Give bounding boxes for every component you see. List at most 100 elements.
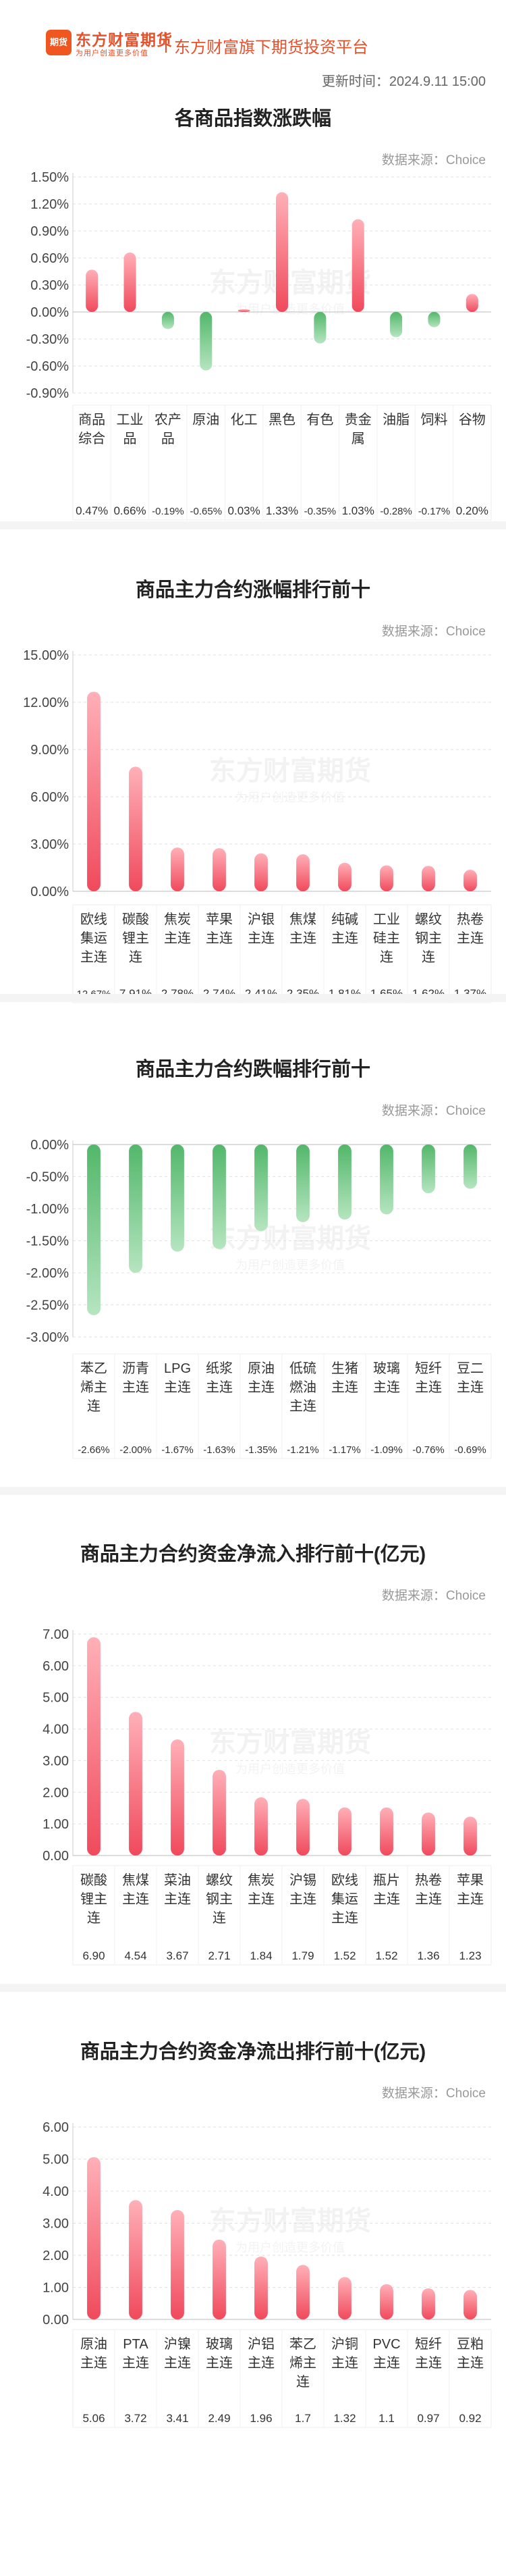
bar <box>422 1145 435 1194</box>
y-tick-label: -0.50% <box>26 1170 69 1185</box>
value-label: 4.54 <box>124 1949 146 1962</box>
value-label: 5.06 <box>82 2412 105 2425</box>
page-header: 期货 东方财富期货 为用户创造更多价值 东方财富旗下期货投资平台 更新时间：20… <box>0 0 506 89</box>
chart-card-5: 商品主力合约资金净流出排行前十(亿元) 数据来源：Choice 东方财富期货 为用户创… <box>0 1995 506 2576</box>
value-label: 1.36 <box>417 1949 439 1962</box>
category-label: 短纤 <box>415 2336 442 2352</box>
category-label: 碳酸 <box>80 1872 107 1888</box>
bar <box>213 1770 226 1856</box>
category-label: 连 <box>422 949 435 965</box>
bar <box>254 853 268 891</box>
chart-title: 商品主力合约跌幅排行前十 <box>135 1059 370 1080</box>
category-label: 纸浆 <box>206 1361 233 1376</box>
value-label: 1.52 <box>375 1949 397 1962</box>
value-label: 1.52 <box>333 1949 356 1962</box>
bar <box>87 1145 101 1315</box>
value-label: 1.33% <box>266 504 298 517</box>
bar <box>129 766 142 891</box>
category-label: 主连 <box>80 949 107 965</box>
value-label: -0.69% <box>454 1444 486 1456</box>
y-tick-label: 4.00 <box>43 1723 69 1737</box>
value-label: 6.90 <box>82 1949 105 1962</box>
category-label: 主连 <box>331 1379 358 1395</box>
value-label: 2.49 <box>208 2412 230 2425</box>
category-label: 主连 <box>373 1379 400 1395</box>
category-label: 主连 <box>206 2355 233 2371</box>
chart-title: 商品主力合约涨幅排行前十 <box>135 579 370 601</box>
y-tick-label: -3.00% <box>26 1330 69 1345</box>
category-label: 品 <box>123 431 137 446</box>
y-tick-label: 0.60% <box>30 251 69 266</box>
y-tick-label: -0.90% <box>26 386 69 401</box>
watermark-text: 东方财富期货 <box>209 1224 371 1254</box>
data-source-label: 数据来源：Choice <box>381 1104 486 1118</box>
category-label: 焦煤 <box>122 1872 149 1888</box>
category-label: 豆粕 <box>457 2336 484 2352</box>
bar <box>314 312 327 344</box>
chart-title: 商品主力合约资金净流入排行前十(亿元) <box>80 1544 426 1565</box>
watermark-slogan: 为用户创造更多价值 <box>235 1259 345 1272</box>
y-tick-label: 7.00 <box>43 1627 69 1642</box>
y-tick-label: 0.00% <box>30 1138 69 1153</box>
bar <box>390 312 403 338</box>
category-label: 生猪 <box>331 1361 358 1376</box>
update-time: 更新时间：2024.9.11 15:00 <box>321 74 486 89</box>
bar <box>254 2256 268 2319</box>
value-label: 2.71 <box>208 1949 230 1962</box>
section-separator <box>0 1487 506 1495</box>
category-label: 硅主 <box>373 930 400 946</box>
category-label: 油脂 <box>383 412 410 427</box>
brand-logo-icon: 期货 <box>46 30 72 55</box>
y-tick-label: 3.00 <box>43 2217 69 2232</box>
category-label: 贵金 <box>345 412 372 427</box>
category-label: 主连 <box>164 1379 191 1395</box>
data-source-label: 数据来源：Choice <box>381 625 486 639</box>
category-label: 主连 <box>122 1891 149 1907</box>
category-label: 沪铝 <box>248 2336 275 2352</box>
bar <box>254 1145 268 1232</box>
category-label: 烯主 <box>80 1379 107 1395</box>
category-label: 苯乙 <box>289 2336 316 2352</box>
value-label: 1.84 <box>250 1949 272 1962</box>
category-label: 主连 <box>457 1379 484 1395</box>
y-tick-label: 0.00% <box>30 885 69 899</box>
chart-card-4: 商品主力合约资金净流入排行前十(亿元) 数据来源：Choice 东方财富期货 为用户创… <box>0 1498 506 1984</box>
value-label: -1.17% <box>329 1444 361 1456</box>
value-label: 0.66% <box>113 504 146 517</box>
bar <box>380 2284 393 2319</box>
category-label: 焦炭 <box>248 1872 275 1888</box>
category-label: 烯主 <box>289 2355 316 2371</box>
category-label: 主连 <box>206 1379 233 1395</box>
category-label: 连 <box>213 1910 226 1926</box>
bar <box>422 2288 435 2319</box>
category-label: 原油 <box>80 2336 107 2352</box>
category-label: 苯乙 <box>80 1361 107 1376</box>
watermark-slogan: 为用户创造更多价值 <box>235 303 345 316</box>
value-label: -0.76% <box>412 1444 445 1456</box>
y-tick-label: 2.00 <box>43 1785 69 1800</box>
bar <box>87 691 101 891</box>
value-label: 0.92 <box>459 2412 481 2425</box>
category-label: 主连 <box>122 2355 149 2371</box>
watermark-text: 东方财富期货 <box>209 1728 371 1758</box>
category-label: 主连 <box>331 930 358 946</box>
category-label: 连 <box>296 2374 310 2390</box>
category-label: PVC <box>372 2337 400 2352</box>
value-label: 1.03% <box>342 504 374 517</box>
category-label: 欧线 <box>80 912 107 927</box>
y-tick-label: 2.00 <box>43 2249 69 2263</box>
y-tick-label: 15.00% <box>23 648 69 663</box>
bar <box>338 2277 352 2319</box>
bar <box>123 253 136 312</box>
category-label: 属 <box>352 431 365 446</box>
category-label: 主连 <box>415 1891 442 1907</box>
value-label: 1.96 <box>250 2412 272 2425</box>
category-label: 连 <box>129 949 142 965</box>
category-label: 工业 <box>117 412 144 427</box>
value-label: -0.65% <box>190 506 223 517</box>
watermark-text: 东方财富期货 <box>209 268 371 298</box>
bar <box>380 865 393 891</box>
category-label: 纯碱 <box>331 912 358 927</box>
